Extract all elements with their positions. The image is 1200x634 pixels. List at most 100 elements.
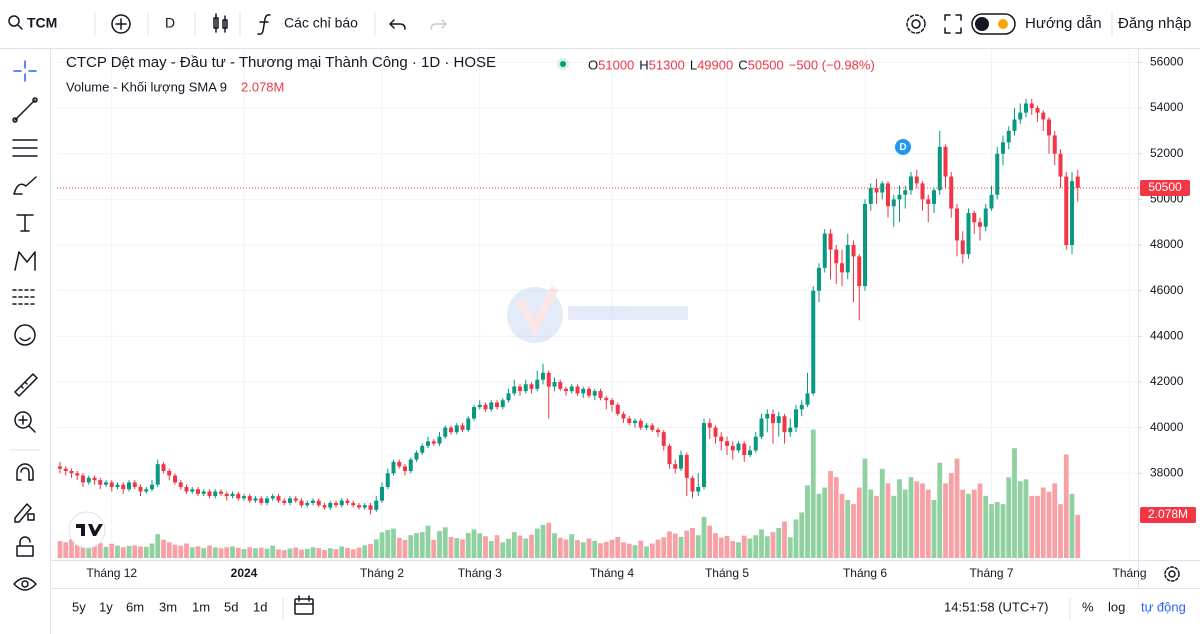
tv-logo[interactable] [68,511,106,549]
indicators-label[interactable]: Các chỉ báo [284,15,358,31]
auto-toggle[interactable]: tự động [1141,599,1186,614]
candle-body [69,470,74,474]
measure-tool[interactable] [14,373,38,397]
candle-body [380,486,384,501]
volume-bar [396,537,402,558]
time-axis-settings[interactable] [1164,566,1180,582]
volume-bar [304,548,310,558]
settings-button[interactable] [906,14,926,34]
brush-tool[interactable] [13,176,37,195]
indicators-button[interactable]: Các chỉ báo [257,14,358,35]
volume-bar [914,481,920,558]
candle-body [190,489,195,492]
volume-bar [224,547,230,558]
volume-bar [856,487,862,558]
candle-body [339,500,344,506]
candle-body [857,256,862,287]
volume-bar [713,533,718,558]
volume-bar [425,525,431,558]
pattern-tool[interactable] [14,251,36,271]
fullscreen-button[interactable] [944,14,962,34]
candle-body [811,290,816,394]
volume-bar [201,548,207,558]
y-tick-label: 42000 [1150,374,1184,388]
candle-body [299,500,304,506]
login-link[interactable]: Đăng nhập [1118,15,1191,32]
volume-bar [902,489,908,558]
volume-bar [138,546,143,558]
volume-bar [247,547,253,558]
volume-bar [730,541,736,558]
range-button[interactable]: 1d [253,599,267,614]
candle-body [523,384,528,392]
candle-body [472,407,476,419]
range-button[interactable]: 5d [224,599,238,614]
fib-tool[interactable] [12,139,38,157]
volume-bar [828,471,833,558]
trendline-tool[interactable] [12,97,38,123]
candle-body [489,402,494,410]
candle-body [138,486,143,492]
volume-bar [868,489,874,558]
lock-drawing-tool[interactable] [14,503,35,523]
candle-body [443,427,448,437]
magnet-tool[interactable] [16,463,34,481]
emoji-tool[interactable] [14,324,36,346]
volume-bar [552,533,557,558]
goto-date-button[interactable] [294,595,314,615]
interval[interactable]: D [165,15,175,31]
symbol[interactable]: TCM [27,15,57,31]
candle-body [1029,103,1034,109]
clock: 14:51:58 (UTC+7) [944,599,1048,614]
zoom-tool[interactable] [14,411,36,433]
range-button[interactable]: 3m [159,599,177,614]
volume-bar [851,504,856,558]
event-label[interactable]: D [899,142,906,153]
volume-bar [621,542,626,558]
candle-body [581,388,586,394]
volume-bar [471,529,477,558]
candle-body [650,425,655,430]
log-toggle[interactable]: log [1108,599,1125,614]
crosshair-tool[interactable] [13,60,37,82]
candle-body [345,500,350,503]
volume-bar [92,545,97,558]
redo-button[interactable] [430,19,447,30]
prediction-tool[interactable] [12,289,38,305]
range-button[interactable]: 1y [99,599,113,614]
candle-body [972,213,977,223]
candle-body [236,493,241,499]
volume-bar [517,535,523,558]
volume-bar [1075,514,1081,558]
candle-body [903,190,908,195]
volume-bar [258,547,264,558]
volume-bar [1006,477,1012,558]
event-marker[interactable]: D [895,139,911,155]
compare-button[interactable] [111,14,131,34]
undo-button[interactable] [389,19,406,30]
candle-body [955,208,959,241]
volume-bar [477,533,483,558]
volume-bar [80,543,86,558]
visibility-tool[interactable] [13,577,37,591]
help-link[interactable]: Hướng dẫn [1025,15,1102,32]
text-tool[interactable] [16,214,34,232]
range-button[interactable]: 5y [72,599,86,614]
chart-style-button[interactable] [213,13,228,33]
range-button[interactable]: 1m [192,599,210,614]
search-button[interactable]: TCM [8,15,57,31]
volume-bar [1058,504,1063,558]
lock-tool[interactable] [16,536,34,557]
market-status-dot [560,61,566,67]
candle-body [247,496,252,501]
percent-toggle[interactable]: % [1082,599,1094,614]
theme-toggle[interactable] [971,13,1016,35]
candle-body [420,445,425,453]
range-button[interactable]: 6m [126,599,144,614]
volume-bar [908,477,914,558]
candle-body [178,482,183,487]
candle-body [495,402,499,408]
volume-bar [931,500,937,558]
y-tick-label: 38000 [1150,465,1184,479]
